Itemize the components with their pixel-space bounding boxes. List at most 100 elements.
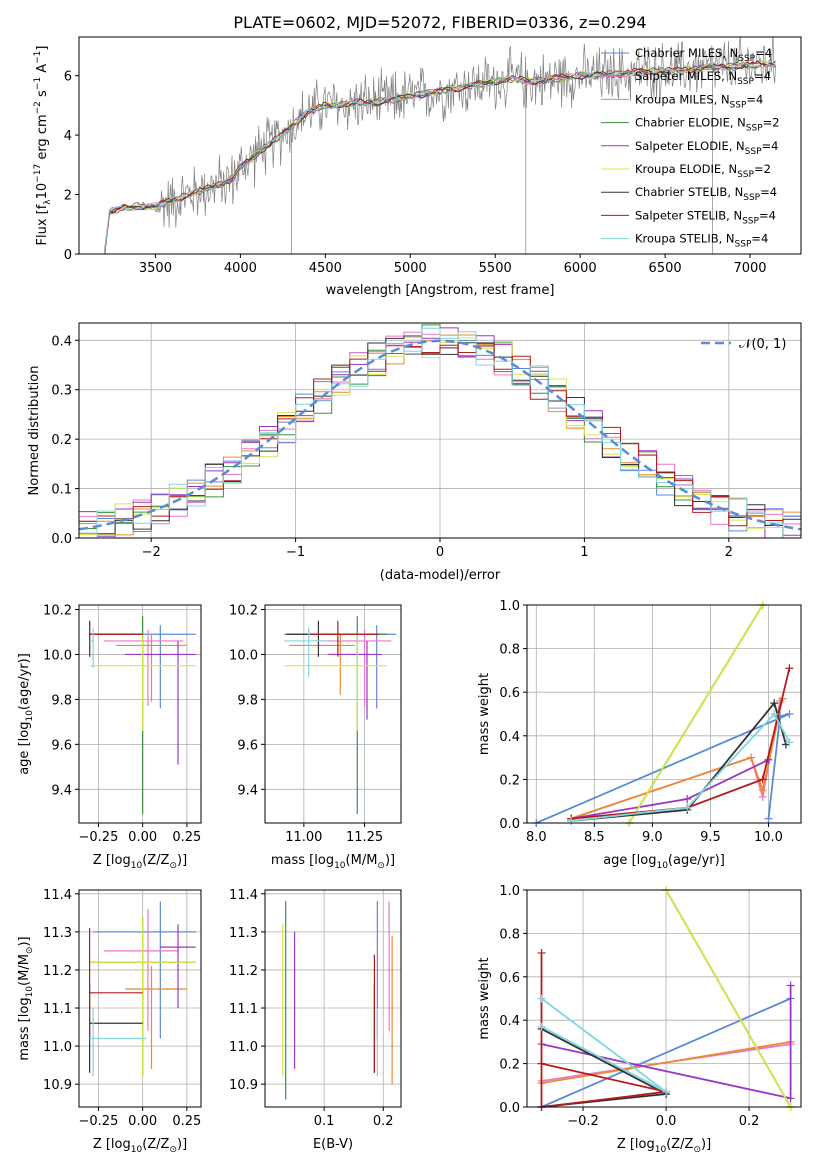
weight-vs-age-xlabel: age [log10(age/yr)] [603, 853, 725, 871]
spectrum-legend-label-5: Kroupa ELODIE, NSSP=2 [635, 162, 771, 180]
weight-vs-z-marker-4-1 [786, 1094, 795, 1103]
spectrum-xtick-label-7: 7000 [733, 261, 766, 276]
mass-vs-ebv-xtick-label-1: 0.2 [373, 1114, 394, 1129]
weight-vs-age-line-2 [570, 698, 784, 820]
weight-vs-age-panel: 8.0 8.5 9.0 9.5 10.0 0.0 0.2 0.4 0.6 0.8 1.0 age [l… [477, 599, 802, 871]
residuals-xtick-label-3: 1 [580, 545, 588, 560]
spectrum-data-line [104, 37, 776, 254]
age-vs-mass-xtick-label-1: 11.25 [346, 830, 383, 845]
age-vs-z-ylabel: age [log10(age/yr)] [17, 653, 35, 775]
weight-vs-z-ylabel: mass weight [477, 957, 492, 1039]
mass-vs-ebv-xtick-label-0: 0.1 [314, 1114, 335, 1129]
mass-vs-z-ytick-label-5: 11.4 [43, 888, 72, 903]
spectrum-ylabel: Flux [fλ10−17 erg cm−2 s−1 A−1] [33, 46, 53, 246]
weight-vs-z-ytick-label-1: 0.2 [499, 1058, 520, 1073]
age-vs-z-ytick-label-2: 9.8 [51, 693, 72, 708]
age-vs-z-frame [78, 604, 202, 824]
residuals-normal-curve [79, 339, 801, 531]
residuals-xtick-label-0: −2 [142, 545, 161, 560]
mass-vs-z-ytick-label-0: 10.9 [43, 1078, 72, 1093]
weight-vs-age-xtick-label-2: 9.0 [642, 830, 663, 845]
weight-vs-z-ytick-label-3: 0.6 [499, 971, 520, 986]
spectrum-model-line-6 [104, 60, 776, 254]
weight-vs-age-line-7 [571, 667, 791, 820]
weight-vs-z-ytick-label-2: 0.4 [499, 1014, 520, 1029]
age-vs-z-grid [79, 605, 201, 823]
age-vs-z-ytick-label-0: 9.4 [51, 783, 72, 798]
age-vs-mass-xlabel: mass [log10(M/M⊙)] [271, 853, 395, 871]
mass-vs-ebv-panel: 0.1 0.2 10.9 11.0 11.1 11.2 11.3 11.4 E(B-V) [229, 888, 402, 1152]
weight-vs-age-xtick-label-4: 10.0 [754, 830, 783, 845]
spectrum-xtick-label-1: 4000 [224, 261, 257, 276]
spectrum-legend-label-8: Kroupa STELIB, NSSP=4 [635, 232, 768, 250]
weight-vs-age-marker-7-2 [758, 775, 767, 784]
age-vs-mass-ytick-label-2: 9.8 [237, 693, 258, 708]
age-vs-z-panel: −0.25 0.00 0.25 9.4 9.6 9.8 10.0 10.2 Z [log10(Z… [17, 603, 202, 871]
residuals-ytick-label-4: 0.4 [51, 334, 72, 349]
weight-vs-age-marker-4-1 [683, 795, 692, 804]
mass-vs-z-ytick-label-4: 11.3 [43, 926, 72, 941]
weight-vs-age-frame [526, 604, 802, 824]
weight-vs-z-frame [526, 889, 802, 1108]
spectrum-xtick-label-3: 5000 [394, 261, 427, 276]
age-vs-z-ytick-label-4: 10.2 [43, 603, 72, 618]
weight-vs-z-grid [527, 889, 801, 1108]
weight-vs-z-line-2 [541, 1041, 791, 1084]
age-vs-mass-frame [264, 604, 402, 824]
age-vs-mass-panel: 11.00 11.25 9.4 9.6 9.8 10.0 10.2 mass [log10(M… [229, 603, 402, 871]
weight-vs-age-line-5 [628, 605, 764, 823]
age-vs-z-xlabel: Z [log10(Z/Z⊙)] [93, 853, 187, 871]
weight-vs-age-marker-0-3 [764, 814, 773, 823]
mass-vs-z-xtick-label-0: −0.25 [79, 1114, 119, 1129]
spectrum-legend-label-2: Kroupa MILES, NSSP=4 [635, 92, 763, 110]
weight-vs-z-ytick-label-4: 0.8 [499, 927, 520, 942]
mass-vs-ebv-xlabel: E(B-V) [313, 1137, 353, 1152]
weight-vs-age-marker-8-1 [683, 803, 692, 812]
spectrum-xtick-label-6: 6500 [649, 261, 682, 276]
age-vs-z-xtick-label-2: 0.25 [172, 830, 201, 845]
weight-vs-z-marker-7-0 [537, 1059, 546, 1068]
residuals-ylabel: Normed distribution [27, 366, 42, 496]
weight-vs-age-ytick-label-0: 0.0 [499, 817, 520, 832]
weight-vs-z-marker-7-3 [537, 948, 546, 957]
spectrum-xtick-label-2: 4500 [309, 261, 342, 276]
spectrum-model-line-7 [104, 61, 776, 254]
residuals-legend-label: 𝒩(0, 1) [739, 337, 786, 352]
age-vs-mass-grid [265, 605, 401, 823]
weight-vs-age-ytick-label-4: 0.8 [499, 643, 520, 658]
age-vs-z-ytick-label-1: 9.6 [51, 738, 72, 753]
age-vs-mass-ytick-label-3: 10.0 [229, 648, 258, 663]
age-vs-z-xtick-label-0: −0.25 [79, 830, 119, 845]
residuals-ytick-label-0: 0.0 [51, 532, 72, 547]
mass-vs-z-ytick-label-1: 11.0 [43, 1040, 72, 1055]
weight-vs-z-xtick-label-0: −0.2 [567, 1114, 599, 1129]
spectrum-ytick-label-2: 4 [64, 129, 72, 144]
mass-vs-z-panel: −0.25 0.00 0.25 10.9 11.0 11.1 11.2 11.3 11.4 Z [… [17, 888, 202, 1155]
weight-vs-z-marker-8-1 [662, 1087, 671, 1096]
residuals-xtick-label-2: 0 [436, 545, 444, 560]
spectrum-xlabel: wavelength [Angstrom, rest frame] [326, 283, 555, 298]
residuals-xlabel: (data-model)/error [380, 568, 501, 583]
mass-vs-ebv-grid [265, 890, 401, 1107]
weight-vs-age-xtick-label-3: 9.5 [700, 830, 721, 845]
weight-vs-age-xtick-label-1: 8.5 [584, 830, 605, 845]
residuals-xtick-label-1: −1 [286, 545, 305, 560]
mass-vs-ebv-ytick-label-0: 10.9 [229, 1078, 258, 1093]
mass-vs-ebv-ytick-label-1: 11.0 [229, 1040, 258, 1055]
spectrum-legend-label-0: Chabrier MILES, NSSP=4 [635, 46, 772, 64]
weight-vs-z-marker-8-2 [537, 994, 546, 1003]
mass-vs-ebv-frame [264, 889, 402, 1108]
spectrum-frame [78, 36, 802, 255]
weight-vs-age-marker-7-3 [785, 664, 794, 673]
spectrum-ytick-label-1: 2 [64, 189, 72, 204]
weight-vs-z-line-0 [541, 997, 791, 1107]
weight-vs-age-marker-0-1 [785, 710, 794, 718]
weight-vs-age-ytick-label-2: 0.4 [499, 730, 520, 745]
weight-vs-age-ytick-label-1: 0.2 [499, 773, 520, 788]
spectrum-legend-label-4: Salpeter ELODIE, NSSP=4 [635, 139, 778, 157]
mass-vs-z-ytick-label-2: 11.1 [43, 1002, 72, 1017]
weight-vs-age-ylabel: mass weight [477, 673, 492, 755]
mass-vs-z-frame [78, 889, 202, 1108]
weight-vs-age-marker-2-2 [758, 786, 767, 795]
